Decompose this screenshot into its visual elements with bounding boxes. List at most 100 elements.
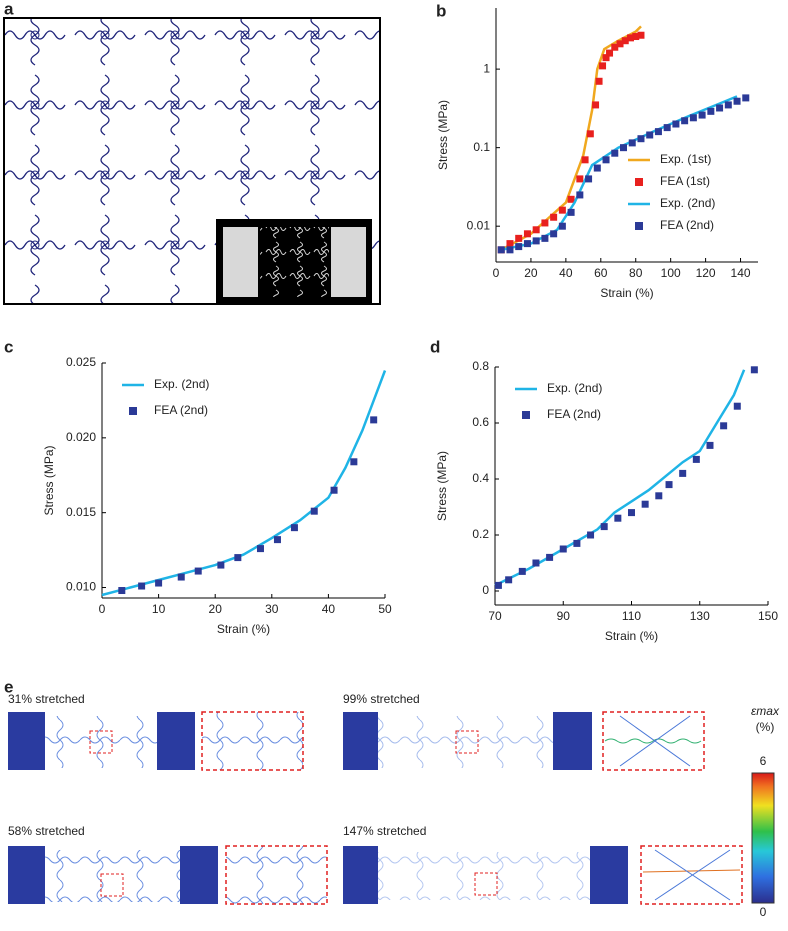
y-tick-label: 0.6 (472, 415, 489, 429)
y-tick-label: 0.015 (66, 505, 96, 519)
data-point (505, 576, 513, 584)
data-line (101, 370, 387, 597)
y-tick-label: 0.1 (473, 140, 490, 154)
snapshots (8, 711, 743, 905)
x-axis-label: Strain (%) (605, 629, 658, 643)
colorbar (751, 772, 775, 904)
snapshot-label: 99% stretched (343, 692, 420, 706)
data-point (558, 222, 566, 230)
data-point (586, 130, 594, 138)
y-tick-label: 0.2 (472, 527, 489, 541)
data-point (558, 206, 566, 214)
panel-label: d (430, 337, 440, 356)
data-point (217, 561, 225, 569)
inset (216, 219, 372, 303)
data-point (637, 31, 645, 39)
y-tick-label: 0.025 (66, 355, 96, 369)
x-tick-label: 150 (758, 609, 778, 623)
data-point (632, 33, 640, 41)
data-point (532, 559, 540, 567)
data-point (611, 149, 619, 157)
data-point (707, 107, 715, 115)
x-tick-label: 60 (594, 266, 608, 280)
data-point (515, 234, 523, 242)
data-point (716, 104, 724, 112)
y-axis-label: Stress (MPa) (42, 445, 56, 515)
data-point (742, 94, 750, 102)
data-point (532, 226, 540, 234)
legend-swatch (129, 407, 137, 415)
data-point (234, 554, 242, 562)
data-point (256, 545, 264, 553)
legend-label: Exp. (1st) (660, 152, 711, 166)
data-point (541, 234, 549, 242)
x-tick-label: 10 (152, 602, 166, 616)
data-point (654, 128, 662, 136)
y-tick-label: 0 (482, 583, 489, 597)
data-point (628, 509, 635, 517)
data-point (370, 416, 378, 424)
data-point (628, 139, 636, 147)
data-point (518, 567, 526, 575)
legend-label: FEA (2nd) (154, 403, 208, 417)
y-axis-label: Stress (MPa) (436, 100, 450, 170)
data-point (559, 545, 567, 553)
legend-swatch (635, 222, 643, 230)
data-point (641, 500, 649, 508)
x-tick-label: 50 (378, 602, 392, 616)
data-point (593, 164, 601, 172)
x-tick-label: 30 (265, 602, 279, 616)
data-point (576, 191, 584, 199)
data-point (655, 492, 663, 500)
data-point (573, 539, 581, 547)
data-point (600, 523, 608, 531)
data-point (611, 43, 619, 51)
data-point (177, 573, 185, 581)
data-point (679, 469, 687, 477)
panel-label: b (436, 1, 446, 20)
x-axis-label: Strain (%) (600, 286, 653, 300)
data-point (585, 175, 593, 183)
panel-label: a (4, 0, 14, 18)
data-point (550, 230, 558, 238)
x-tick-label: 140 (731, 266, 751, 280)
data-point (706, 441, 714, 449)
data-point (523, 240, 531, 248)
data-point (118, 587, 126, 595)
x-tick-label: 110 (622, 609, 641, 623)
data-point (155, 579, 163, 587)
x-tick-label: 40 (559, 266, 573, 280)
data-point (626, 34, 634, 42)
data-point (599, 62, 607, 70)
snapshot-label: 31% stretched (8, 692, 85, 706)
legend-label: Exp. (2nd) (660, 196, 715, 210)
data-point (290, 524, 298, 532)
x-axis-label: Strain (%) (217, 622, 270, 636)
y-tick-label: 0.020 (66, 430, 96, 444)
y-axis-label: Stress (MPa) (435, 451, 449, 521)
data-point (602, 54, 610, 62)
panel-label: e (4, 677, 13, 696)
data-point (194, 567, 202, 575)
data-point (672, 120, 680, 128)
x-tick-label: 120 (696, 266, 716, 280)
data-point (637, 135, 645, 143)
x-tick-label: 70 (488, 609, 502, 623)
data-point (646, 131, 654, 139)
data-point (681, 117, 689, 125)
y-tick-label: 0.01 (467, 218, 491, 232)
x-tick-label: 0 (493, 266, 500, 280)
data-point (350, 458, 358, 466)
data-point (506, 246, 514, 254)
x-tick-label: 130 (690, 609, 710, 623)
data-point (506, 240, 514, 248)
data-point (616, 40, 624, 48)
y-tick-label: 1 (483, 61, 490, 75)
data-point (330, 486, 338, 494)
snapshot-label: 58% stretched (8, 824, 85, 838)
legend-label: FEA (1st) (660, 174, 710, 188)
data-point (567, 195, 575, 203)
data-point (592, 101, 600, 109)
data-point (750, 366, 758, 374)
data-point (733, 402, 741, 410)
